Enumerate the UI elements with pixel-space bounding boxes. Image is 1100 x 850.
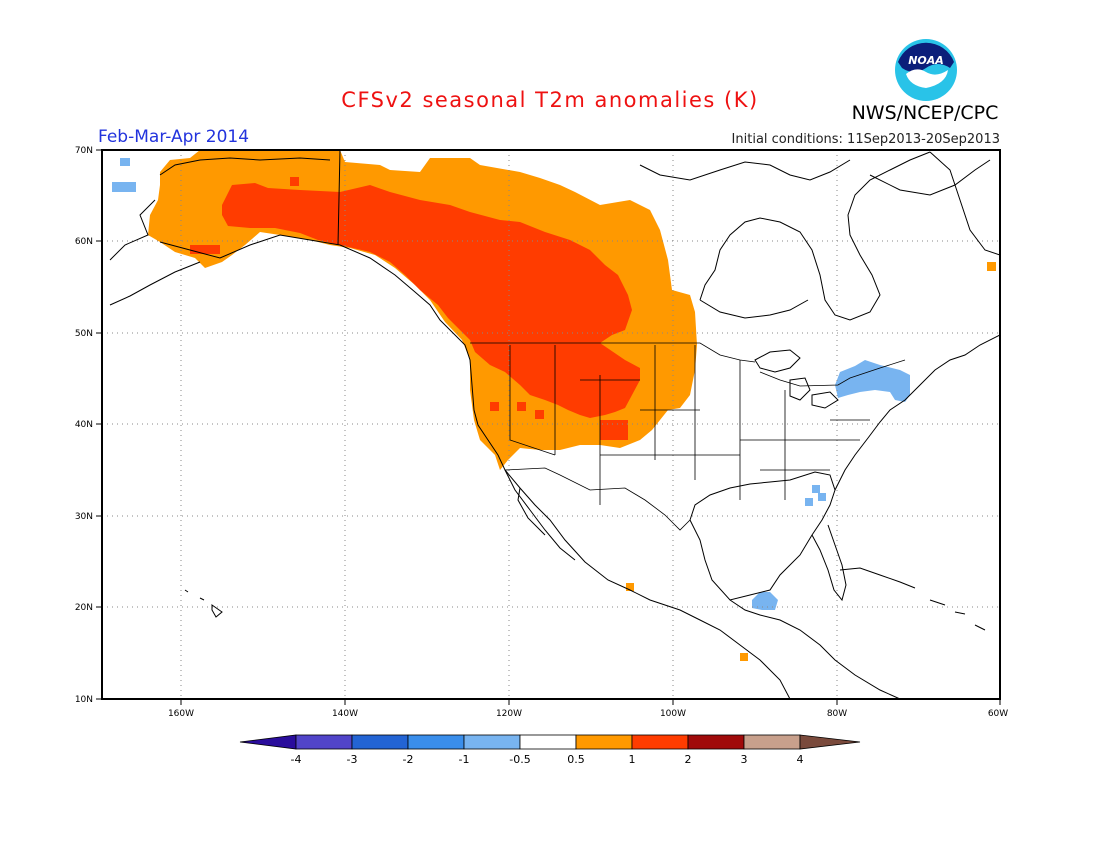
- colorbar-labels: -4 -3 -2 -1 -0.5 0.5 1 2 3 4: [291, 753, 804, 766]
- warm-anomaly-dot: [740, 653, 748, 661]
- coastlines: [109, 150, 1000, 699]
- lat-label: 50N: [75, 329, 93, 339]
- colorbar-label: -4: [291, 753, 302, 766]
- cool-anomaly-patch: [112, 182, 136, 192]
- initial-conditions-label: Initial conditions: 11Sep2013-20Sep2013: [731, 132, 1000, 147]
- colorbar-swatch: [743, 734, 801, 750]
- warm-anomaly-patch-red: [490, 402, 499, 411]
- colorbar-label: 1: [629, 753, 636, 766]
- colorbar-label: -2: [403, 753, 414, 766]
- colorbar-label: 2: [685, 753, 692, 766]
- season-label: Feb-Mar-Apr 2014: [98, 127, 250, 147]
- colorbar-label: 3: [741, 753, 748, 766]
- colorbar-swatch: [407, 734, 465, 750]
- lat-label: 30N: [75, 512, 93, 522]
- cool-anomaly-region-northeast: [835, 360, 910, 402]
- colorbar-label: -1: [459, 753, 470, 766]
- colorbar-swatch: [463, 734, 521, 750]
- colorbar-swatch: [295, 734, 353, 750]
- agency-label: NWS/NCEP/CPC: [851, 102, 999, 124]
- lon-label: 80W: [827, 709, 847, 719]
- colorbar-swatch: [519, 734, 577, 750]
- lat-label: 60N: [75, 237, 93, 247]
- warm-anomaly-patch-red: [600, 420, 628, 440]
- colorbar-swatch: [575, 734, 633, 750]
- colorbar-label: -0.5: [509, 753, 530, 766]
- cool-anomaly-patch: [812, 485, 820, 493]
- lon-label: 120W: [496, 709, 522, 719]
- chart-title: CFSv2 seasonal T2m anomalies (K): [341, 88, 759, 112]
- warm-anomaly-region-red: [222, 183, 640, 418]
- lon-label: 100W: [660, 709, 686, 719]
- cool-anomaly-region-yucatan: [752, 592, 778, 610]
- cool-anomaly-patch: [120, 158, 130, 166]
- colorbar-label: -3: [347, 753, 358, 766]
- noaa-logo-text: NOAA: [908, 54, 944, 67]
- political-boundaries: [470, 342, 906, 531]
- lat-label: 70N: [75, 146, 93, 156]
- cool-anomaly-patch: [818, 493, 826, 501]
- warm-anomaly-patch-red: [290, 177, 299, 186]
- colorbar-arrow-right: [799, 734, 861, 750]
- colorbar-swatch: [351, 734, 409, 750]
- lon-label: 140W: [332, 709, 358, 719]
- warm-anomaly-patch-red: [517, 402, 526, 411]
- latitude-labels: 70N 60N 50N 40N 30N 20N 10N: [75, 146, 93, 705]
- noaa-logo: NOAA: [895, 39, 957, 101]
- tick-marks: [96, 149, 1001, 705]
- colorbar-swatch: [687, 734, 745, 750]
- lon-label: 160W: [168, 709, 194, 719]
- colorbar-label: 0.5: [567, 753, 585, 766]
- lat-label: 10N: [75, 695, 93, 705]
- colorbar-label: 4: [797, 753, 804, 766]
- warm-anomaly-dot: [987, 262, 996, 271]
- cool-anomaly-patch: [805, 498, 813, 506]
- longitude-labels: 160W 140W 120W 100W 80W 60W: [168, 709, 1008, 719]
- colorbar-swatch: [631, 734, 689, 750]
- warm-anomaly-patch-red: [535, 410, 544, 419]
- warm-anomaly-patch-red: [190, 245, 220, 254]
- warm-anomaly-dot: [626, 583, 634, 591]
- lat-label: 20N: [75, 603, 93, 613]
- lon-label: 60W: [988, 709, 1008, 719]
- colorbar-arrow-left: [239, 734, 297, 750]
- colorbar: [239, 734, 861, 750]
- lat-label: 40N: [75, 420, 93, 430]
